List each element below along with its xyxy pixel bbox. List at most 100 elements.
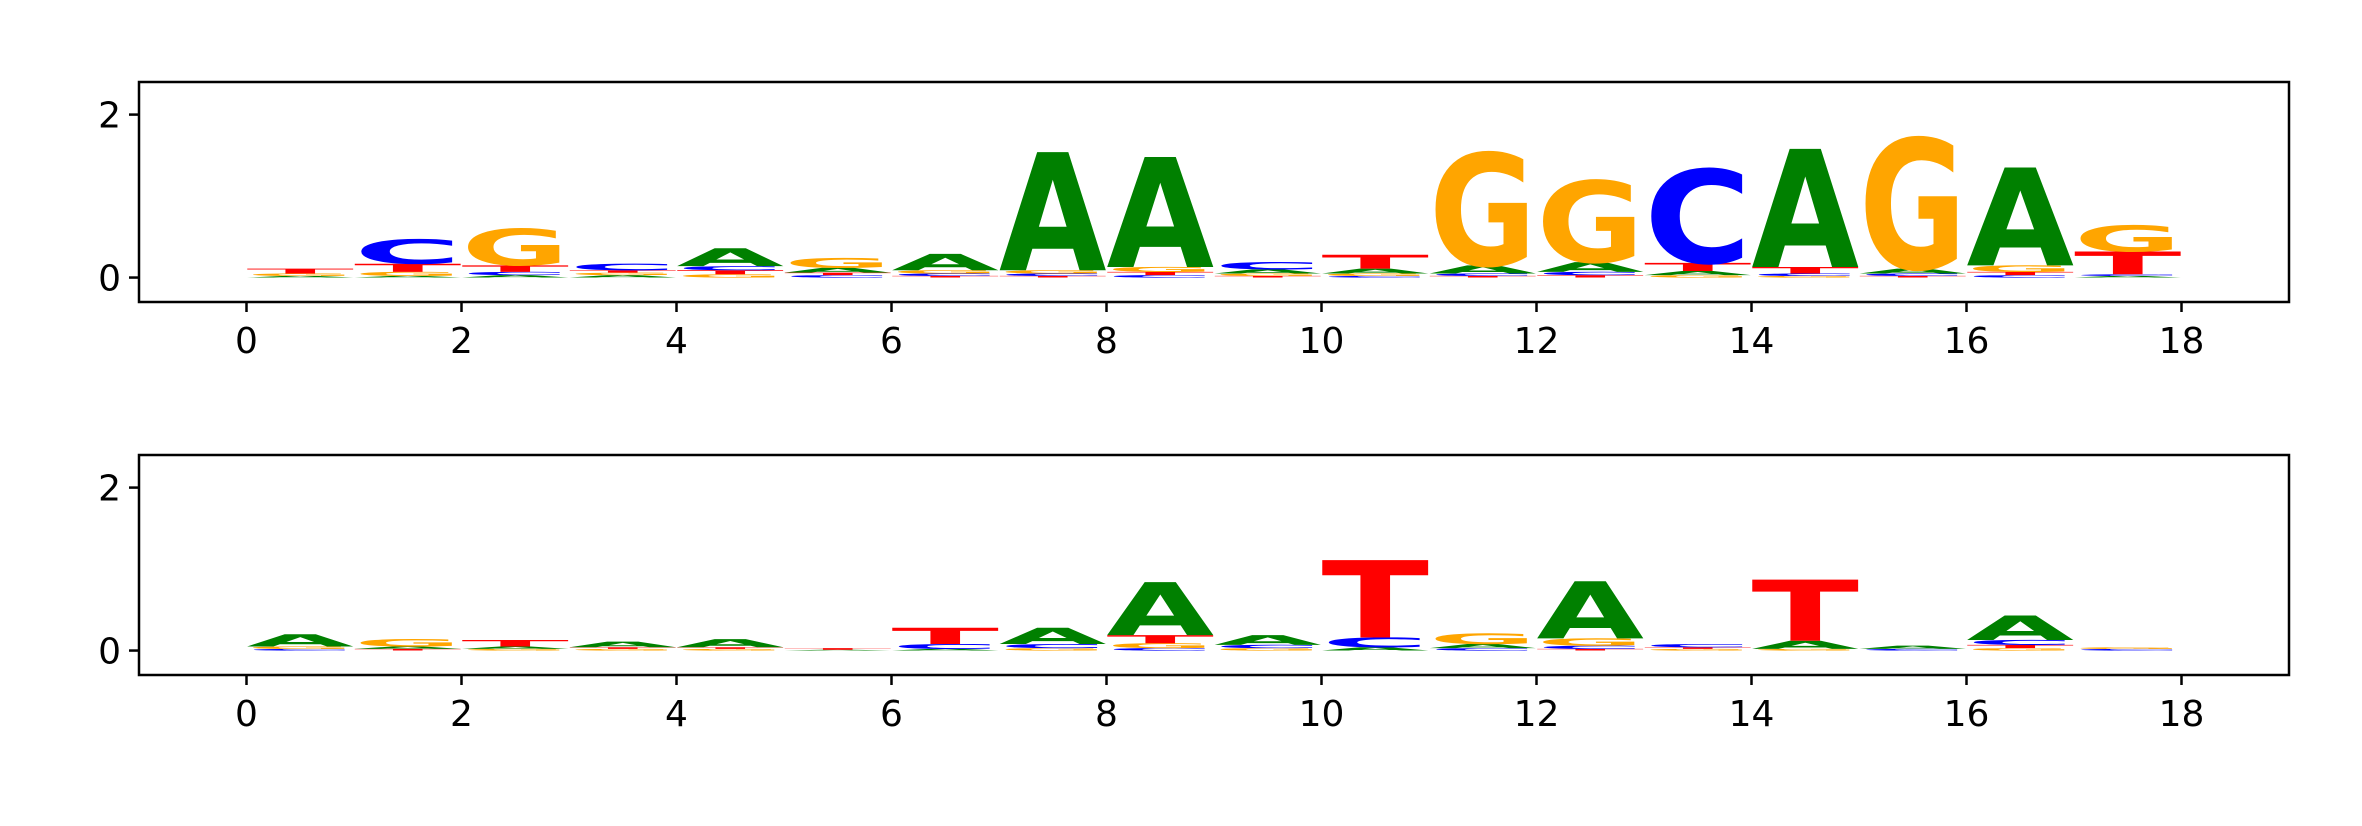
logo-letter-G: G	[784, 255, 891, 271]
logo-letter-A: A	[1537, 259, 1644, 275]
y-tick-label: 2	[98, 469, 121, 510]
logo-letter-T: T	[1859, 276, 1966, 279]
x-tick-label: 10	[1299, 321, 1345, 362]
logo-letter-T: T	[1644, 261, 1751, 274]
logo-letter-A: A	[1429, 263, 1536, 276]
logo-letter-C: C	[1537, 645, 1644, 650]
logo-letter-C: C	[1107, 647, 1214, 651]
x-tick-label: 12	[1514, 321, 1560, 362]
logo-letter-C: C	[1214, 260, 1321, 272]
logo-letter-A: A	[999, 624, 1107, 650]
logo-letter-G: G	[462, 219, 569, 277]
logo-letter-G: G	[677, 648, 784, 651]
logo-letter-G: G	[892, 269, 999, 274]
logo-letter-G: G	[1322, 273, 1429, 277]
logo-letter-T: T	[999, 276, 1106, 279]
logo-letter-A: A	[999, 120, 1107, 309]
logo-letter-T: T	[1214, 276, 1321, 279]
x-tick-label: 0	[235, 321, 258, 362]
axes-frame	[137, 80, 2291, 304]
x-tick-label: 2	[450, 694, 473, 735]
logo-letter-T: T	[677, 269, 784, 275]
logo-letter-C: C	[462, 271, 569, 276]
logo-letter-G: G	[1214, 647, 1321, 651]
logo-letter-A: A	[247, 276, 354, 279]
logo-letter-C: C	[1967, 274, 2074, 278]
logo-letter-G: G	[569, 272, 676, 276]
x-tick-label: 16	[1944, 694, 1990, 735]
logo-letter-C: C	[1429, 647, 1536, 651]
logo-letter-G: G	[1429, 122, 1536, 302]
logo-letter-G: G	[1214, 273, 1321, 277]
logo-letter-G: G	[354, 637, 461, 649]
logo-letter-A: A	[1107, 568, 1215, 653]
logo-letter-C: C	[999, 273, 1106, 277]
logo-letter-G: G	[999, 269, 1106, 274]
logo-letter-A: A	[247, 631, 355, 650]
logo-letter-G: G	[1752, 275, 1859, 278]
x-tick-label: 14	[1729, 321, 1775, 362]
x-tick-label: 0	[235, 694, 258, 735]
logo-letter-T: T	[354, 649, 461, 652]
logo-letter-T: T	[1967, 271, 2075, 276]
logo-letter-A: A	[1214, 632, 1321, 648]
logo-letter-T: T	[784, 648, 891, 651]
logo-letter-A: A	[462, 646, 569, 650]
logo-letter-C: C	[1859, 273, 1966, 277]
logo-letter-T: T	[1644, 647, 1751, 650]
logo-letter-A: A	[1752, 117, 1860, 306]
logo-letter-T: T	[247, 267, 354, 275]
logo-letter-G: G	[2074, 218, 2181, 260]
logo-letter-A: A	[1859, 267, 1966, 275]
logo-letter-A: A	[784, 267, 891, 275]
logo-letter-A: A	[1967, 609, 2074, 648]
logo-letter-G: G	[1107, 266, 1214, 274]
logo-letter-A: A	[1859, 645, 1966, 650]
logo-letter-A: A	[1644, 270, 1751, 276]
logo-letter-C: C	[1752, 273, 1859, 277]
logo-letter-G: G	[2074, 647, 2181, 650]
logo-letter-C: C	[892, 273, 999, 277]
logo-letter-G: G	[1107, 642, 1214, 650]
logo-letter-T: T	[462, 638, 569, 648]
logo-letter-A: A	[569, 274, 676, 278]
logo-letter-C: C	[1322, 635, 1429, 651]
logo-letter-T: T	[462, 264, 569, 274]
logo-letter-A: A	[1214, 268, 1321, 274]
logo-letter-A: A	[462, 274, 569, 278]
logo-letter-T: T	[677, 647, 784, 650]
logo-letter-A: A	[677, 243, 784, 272]
logo-letter-C: C	[1644, 643, 1751, 648]
logo-letter-C: C	[1107, 274, 1214, 278]
logo-letter-C: C	[1429, 273, 1536, 277]
logo-letter-C: C	[892, 643, 1000, 651]
logo-letter-A: A	[1537, 565, 1644, 657]
logo-letter-C: C	[677, 265, 784, 271]
logo-letter-A: A	[1429, 643, 1536, 649]
y-tick-label: 2	[98, 96, 121, 137]
logo-letter-G: G	[462, 648, 569, 651]
logo-letter-C: C	[1967, 639, 2075, 647]
logo-letter-T: T	[1537, 274, 1644, 278]
y-tick-label: 0	[98, 632, 121, 673]
logo-letter-G: G	[677, 273, 784, 278]
logo-letter-T: T	[892, 623, 1000, 649]
logo-letter-T: T	[784, 272, 891, 276]
logo-letter-T: T	[1107, 271, 1215, 276]
x-tick-label: 16	[1944, 321, 1990, 362]
logo-letter-C: C	[354, 233, 462, 272]
x-tick-label: 2	[450, 321, 473, 362]
logo-letter-T: T	[354, 262, 461, 275]
logo-letter-A: A	[1107, 128, 1214, 304]
x-tick-label: 8	[1095, 694, 1118, 735]
logo-letter-A: A	[892, 250, 1000, 276]
logo-letter-G: G	[569, 648, 676, 651]
logo-letter-T: T	[1429, 276, 1536, 279]
logo-letter-C: C	[2074, 649, 2181, 652]
x-tick-label: 6	[880, 321, 903, 362]
logo-letter-A: A	[892, 649, 999, 652]
x-tick-label: 14	[1729, 694, 1775, 735]
